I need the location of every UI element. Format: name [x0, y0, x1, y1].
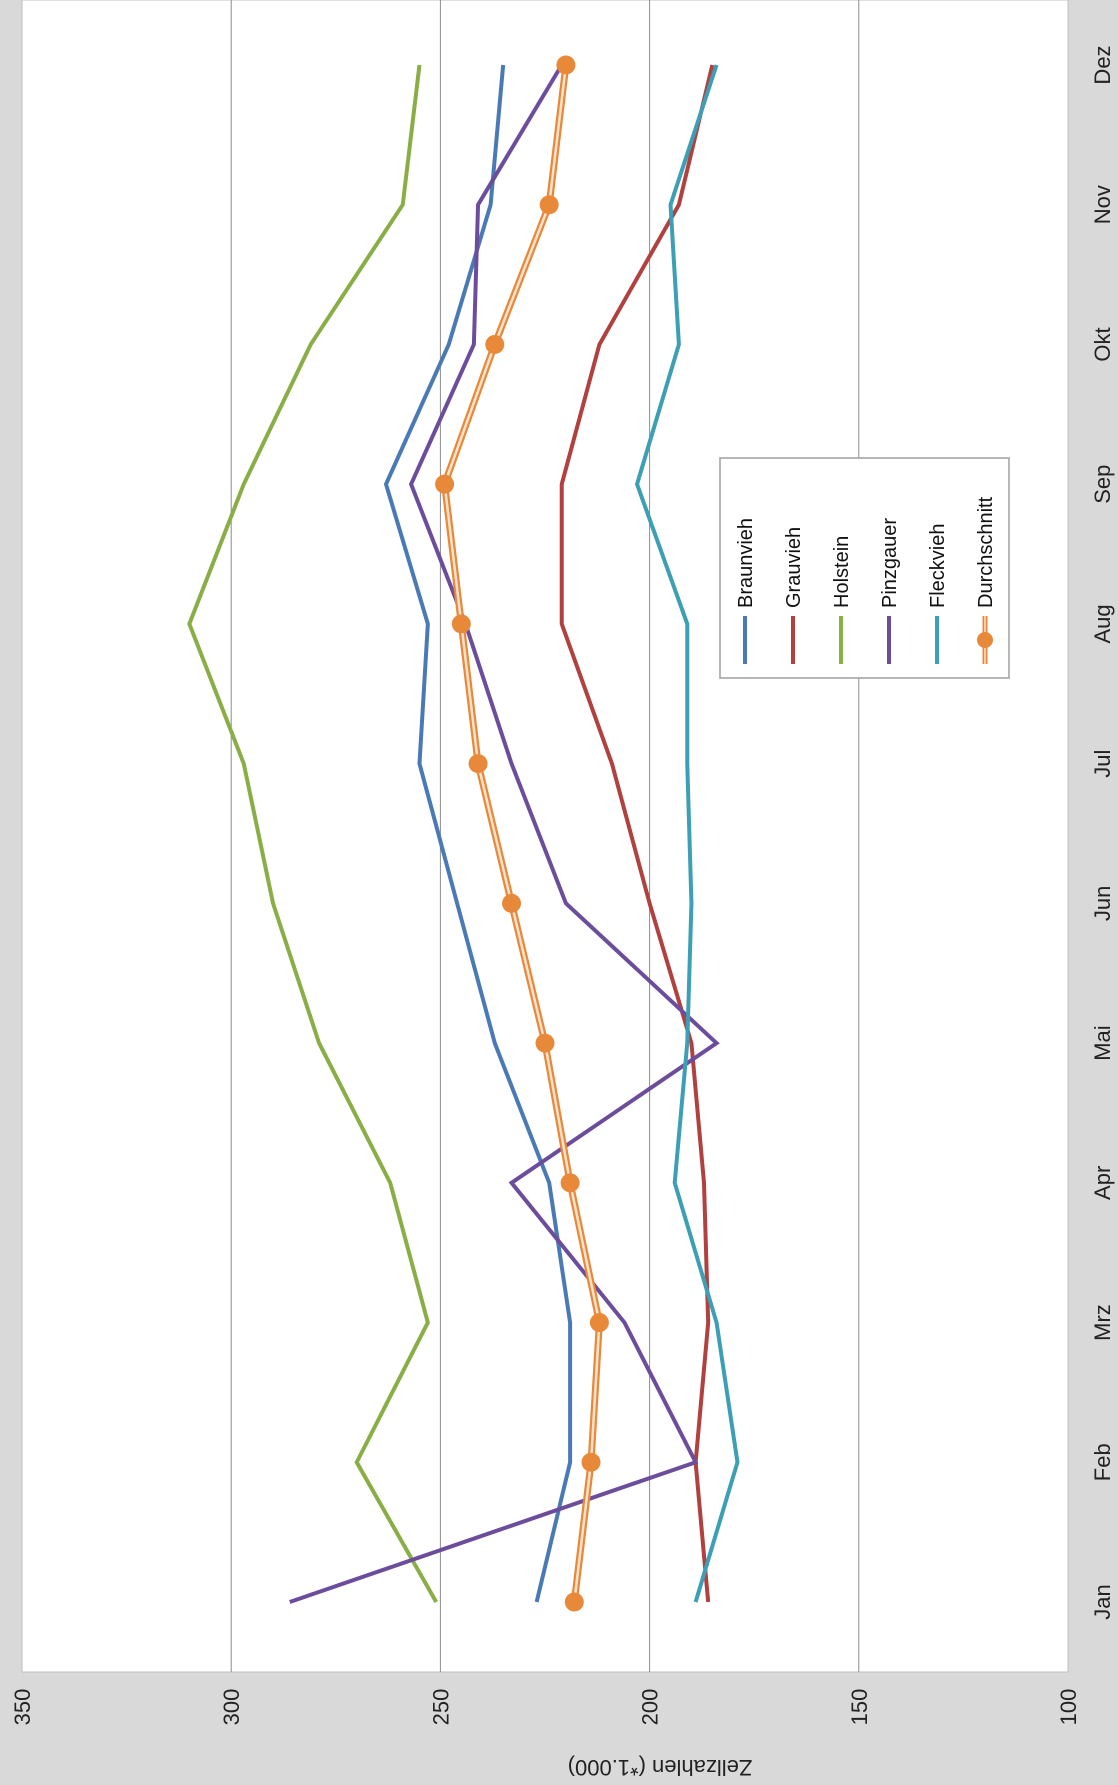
y-tick-label: 100 — [1056, 1689, 1081, 1726]
series-line — [634, 64, 740, 1603]
y-tick-label: 250 — [428, 1689, 453, 1726]
data-point — [556, 55, 576, 75]
series-grauvieh — [559, 64, 715, 1603]
series-fleckvieh — [634, 64, 740, 1603]
data-point — [589, 1313, 609, 1333]
legend-item: Braunvieh — [735, 518, 757, 664]
data-point — [451, 614, 471, 634]
x-tick-label: Nov — [1090, 185, 1115, 224]
plot-area — [21, 0, 1069, 1673]
y-tick-label: 350 — [10, 1689, 35, 1726]
data-point — [539, 195, 559, 215]
x-tick-label: Apr — [1090, 1166, 1115, 1200]
y-tick-label: 200 — [638, 1689, 663, 1726]
x-tick-label: Jul — [1090, 750, 1115, 778]
x-tick-label: Aug — [1090, 604, 1115, 643]
x-tick-label: Jun — [1090, 886, 1115, 921]
y-axis-ticks: 350 300 250 200 150 100 — [10, 1689, 1081, 1726]
series-line — [559, 64, 715, 1603]
data-point — [485, 334, 505, 354]
legend-box — [719, 457, 1010, 679]
series-holstein — [187, 64, 438, 1603]
x-tick-label: Feb — [1090, 1443, 1115, 1481]
legend-item: Grauvieh — [783, 527, 805, 664]
legend-marker — [977, 632, 993, 648]
legend-label: Grauvieh — [783, 527, 805, 608]
y-axis-title: Zellzahlen (*1.000) — [568, 1755, 753, 1780]
legend-label: Durchschnitt — [975, 496, 997, 608]
legend-item: Fleckvieh — [927, 524, 949, 664]
series-durchschnitt — [435, 55, 609, 1612]
legend: Braunvieh Grauvieh Holstein Pinzgauer Fleckv… — [719, 457, 1010, 679]
legend-label: Fleckvieh — [927, 524, 949, 608]
x-axis-ticks: Jan Feb Mrz Apr Mai Jun Jul Aug Sep Okt Nov Dez — [1090, 45, 1115, 1619]
series-lines — [187, 55, 740, 1612]
series-pinzgauer — [289, 63, 720, 1604]
x-tick-label: Mai — [1090, 1025, 1115, 1060]
data-point — [435, 474, 455, 494]
data-point — [564, 1592, 584, 1612]
gridlines — [230, 0, 860, 1672]
data-point — [560, 1173, 580, 1193]
data-point — [581, 1452, 601, 1472]
legend-label: Holstein — [831, 536, 853, 608]
data-point — [535, 1033, 555, 1053]
x-tick-label: Okt — [1090, 327, 1115, 361]
legend-item: Holstein — [831, 536, 853, 664]
y-tick-label: 150 — [847, 1689, 872, 1726]
legend-item: Pinzgauer — [879, 518, 901, 664]
x-tick-label: Mrz — [1090, 1304, 1115, 1341]
y-tick-label: 300 — [219, 1689, 244, 1726]
legend-label: Braunvieh — [735, 518, 757, 608]
series-braunvieh — [383, 64, 573, 1603]
legend-item: Durchschnitt — [975, 496, 997, 664]
series-line — [383, 64, 573, 1603]
series-line-inner — [443, 64, 601, 1603]
data-point — [468, 754, 488, 774]
x-tick-label: Sep — [1090, 465, 1115, 504]
x-tick-label: Dez — [1090, 45, 1115, 84]
x-tick-label: Jan — [1090, 1584, 1115, 1619]
series-line — [187, 64, 438, 1603]
legend-label: Pinzgauer — [879, 518, 901, 608]
series-line — [289, 63, 720, 1604]
data-point — [502, 893, 522, 913]
